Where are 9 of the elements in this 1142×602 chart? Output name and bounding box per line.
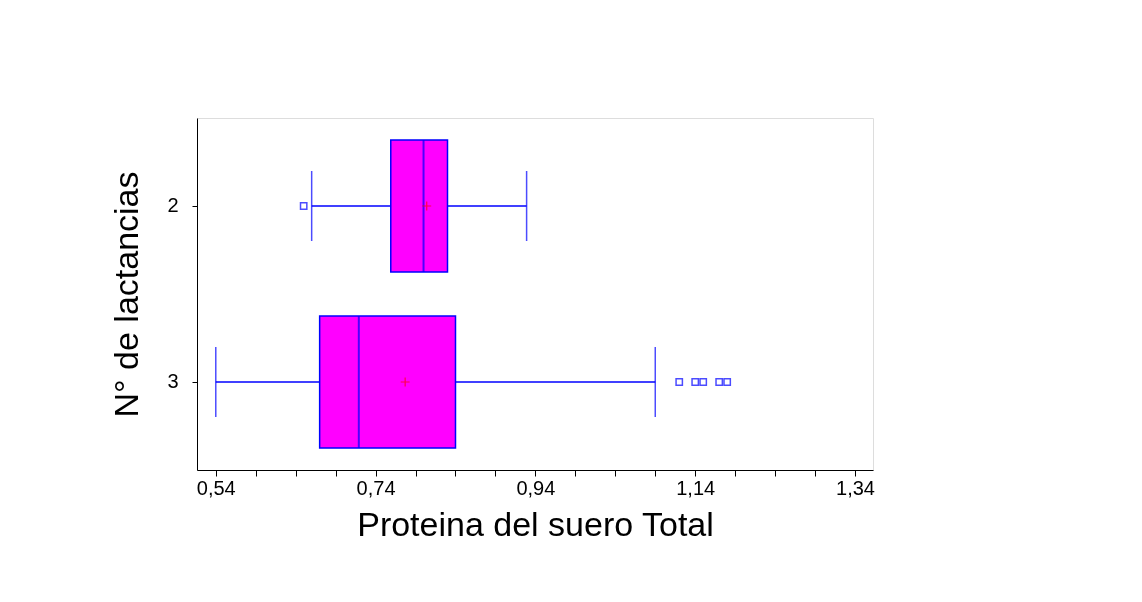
x-tick-label: 0,74 xyxy=(356,476,396,499)
x-tick-label: 1,34 xyxy=(836,476,875,499)
x-tick-label: 0,54 xyxy=(196,476,236,499)
y-tick-label: 3 xyxy=(167,370,179,392)
y-axis-title: N° de lactancias xyxy=(107,171,146,418)
x-tick-label: 1,14 xyxy=(676,476,716,499)
x-axis-title: Proteina del suero Total xyxy=(357,504,714,543)
y-tick-label: 2 xyxy=(167,194,179,216)
x-tick-label: 0,94 xyxy=(516,476,556,499)
